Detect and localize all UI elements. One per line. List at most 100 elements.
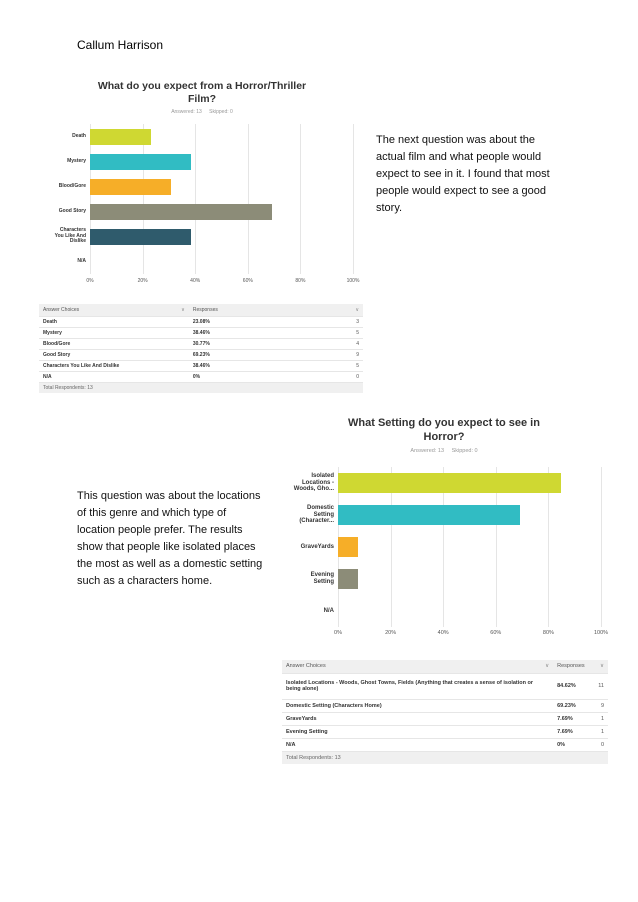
gridline [142, 124, 144, 274]
category-label: GraveYards [278, 531, 334, 563]
response-count-cell: 9 [589, 699, 608, 713]
survey-2-title: What Setting do you expect to see in Hor… [278, 416, 610, 444]
category-label: Evening Setting [278, 563, 334, 595]
commentary-paragraph-2: This question was about the locations of… [77, 490, 263, 587]
response-count-cell: 1 [589, 725, 608, 739]
survey-2-results-table: Answer Choices ∨ Responses ∨ Isolated Loca… [282, 660, 608, 764]
category-label-line: Good Story [58, 207, 86, 214]
responses-header[interactable]: Responses ∨ [188, 304, 363, 317]
gridline [390, 467, 392, 627]
category-label-text: GraveYards [301, 544, 334, 551]
response-percent-cell: 7.69% [553, 725, 590, 739]
answer-choices-header[interactable]: Answer Choices ∨ [39, 304, 189, 317]
answer-choice-cell: Good Story [39, 349, 189, 361]
category-label-line: Dislike [69, 238, 86, 245]
gridline [548, 467, 550, 627]
answered-count: Answered: 13 [171, 109, 202, 115]
category-label: Mystery [36, 149, 86, 174]
category-label-line: Isolated [311, 472, 334, 479]
survey-2-title-line-2: Horror? [423, 431, 465, 443]
answer-choice-cell: Mystery [39, 327, 189, 339]
survey-2-meta: Answered: 13 Skipped: 0 [278, 448, 610, 454]
table-row: Good Story 69.23% 9 [39, 349, 363, 361]
gridline [443, 467, 445, 627]
response-count-cell: 3 [310, 316, 363, 328]
answer-choice-cell: Characters You Like And Dislike [39, 360, 189, 372]
category-label-text: Good Story [58, 207, 86, 215]
answer-choice-cell: Domestic Setting (Characters Home) [282, 699, 554, 713]
category-label-text: Blood/Gore [59, 183, 86, 190]
category-label-line: Locations - [301, 479, 334, 486]
response-count-cell: 9 [310, 349, 363, 361]
response-count-cell: 0 [310, 371, 363, 383]
category-label-line: Setting [313, 511, 334, 518]
table-row: N/A 0% 0 [39, 371, 363, 383]
category-label-line: GraveYards [300, 543, 334, 550]
responses-header-label: Responses [192, 306, 218, 313]
responses-header-label: Responses [557, 663, 585, 670]
category-label-line: Death [72, 132, 86, 139]
tick-label: 100% [346, 278, 360, 284]
tick-label: 20% [137, 278, 148, 284]
category-label: Death [36, 124, 86, 149]
response-percent-cell: 7.69% [553, 712, 590, 726]
survey-1-title-line-2: Film? [188, 93, 216, 105]
table-row: Evening Setting 7.69% 1 [282, 725, 608, 739]
table-row: Mystery 38.46% 5 [39, 327, 363, 339]
response-count-cell: 5 [310, 360, 363, 372]
answer-choice-cell: Isolated Locations - Woods, Ghost Towns,… [282, 673, 554, 700]
response-percent-cell: 30.77% [188, 338, 311, 350]
category-label: N/A [278, 595, 334, 627]
category-label-line: Mystery [67, 157, 86, 164]
answered-count: Answered: 13 [410, 448, 445, 454]
response-count-cell: 4 [310, 338, 363, 350]
table-footer: Total Respondents: 13 [39, 382, 363, 393]
survey-1-results-table: Answer Choices ∨ Responses ∨ Death 23.08% 3 M… [39, 304, 363, 393]
bar [338, 473, 561, 493]
gridline [495, 467, 497, 627]
tick-label: 40% [437, 630, 449, 636]
chevron-down-icon: ∨ [545, 663, 550, 670]
category-label-text: Isolated Locations - Woods, Gho... [294, 473, 334, 494]
bar [90, 228, 192, 245]
survey-2-x-axis: 0% 20% 40% 60% 80% 100% [334, 630, 608, 638]
response-count-cell: 5 [310, 327, 363, 339]
answer-choice-cell: Evening Setting [282, 725, 554, 739]
category-label-text: Death [72, 132, 86, 140]
response-percent-cell: 38.46% [188, 327, 311, 339]
gridline [195, 124, 197, 274]
survey-panel-1: What do you expect from a Horror/Thrille… [38, 72, 366, 300]
gridline [247, 124, 249, 274]
table-row: Domestic Setting (Characters Home) 69.23%… [282, 699, 608, 713]
answer-choice-cell: N/A [282, 738, 554, 752]
answer-choices-header-label: Answer Choices [43, 306, 80, 313]
answer-choices-header[interactable]: Answer Choices ∨ [282, 660, 554, 674]
category-label-line: Domestic [306, 504, 334, 511]
gridline [353, 124, 354, 274]
table-row: Death 23.08% 3 [39, 316, 363, 328]
bar [338, 505, 521, 525]
tick-label: 0% [86, 278, 94, 284]
category-label-text: Characters You Like And Dislike [55, 227, 86, 245]
survey-2-title-line-1: What Setting do you expect to see in [348, 417, 540, 429]
category-label: Domestic Setting (Character... [278, 499, 334, 531]
chevron-down-icon: ∨ [181, 306, 185, 313]
chevron-down-icon: ∨ [599, 663, 604, 670]
survey-1-meta: Answered: 13 Skipped: 0 [38, 109, 366, 115]
responses-header[interactable]: Responses ∨ [553, 660, 608, 674]
answer-choice-cell: GraveYards [282, 712, 554, 726]
category-label-text: N/A [77, 258, 86, 265]
total-respondents: Total Respondents: 13 [282, 751, 608, 764]
category-label: Blood/Gore [36, 174, 86, 199]
tick-label: 60% [242, 278, 253, 284]
bar [90, 128, 151, 145]
response-percent-cell: 84.62% [553, 673, 590, 700]
author-name: Callum Harrison [77, 38, 164, 52]
table-row: Isolated Locations - Woods, Ghost Towns,… [282, 673, 608, 700]
category-label: Good Story [36, 199, 86, 224]
gridline [300, 124, 302, 274]
survey-1-x-axis: 0% 20% 40% 60% 80% 100% [86, 278, 359, 286]
table-row: N/A 0% 0 [282, 738, 608, 752]
response-percent-cell: 0% [188, 371, 311, 383]
commentary-paragraph-1: The next question was about the actual f… [376, 134, 550, 214]
